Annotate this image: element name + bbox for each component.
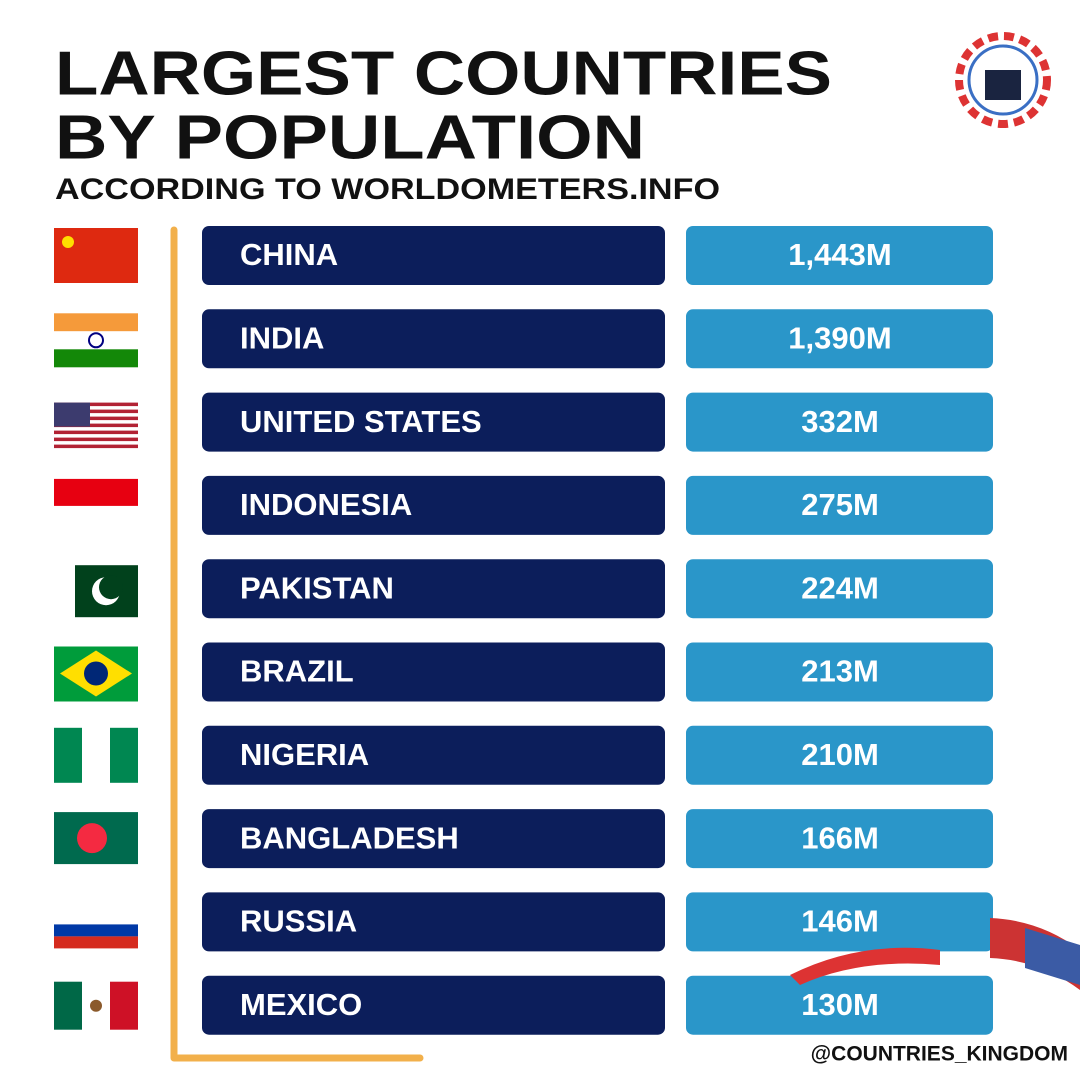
row: PAKISTAN 224M <box>75 559 993 619</box>
population-box <box>686 642 993 702</box>
flag-part <box>82 727 110 783</box>
country-box <box>202 892 665 952</box>
row: UNITED STATES 332M <box>54 392 993 452</box>
flag <box>75 565 138 618</box>
flag <box>54 981 138 1030</box>
row: NIGERIA 210M <box>54 725 993 785</box>
rows: CHINA 1,443M INDIA 1,390M UNITED STATES 332M I… <box>54 226 993 1035</box>
population-box <box>686 725 993 785</box>
row: INDONESIA 275M <box>54 475 993 535</box>
country-name: BANGLADESH <box>240 820 459 855</box>
flag-part <box>90 999 102 1012</box>
flag-part <box>54 402 90 427</box>
flag-part <box>110 727 138 783</box>
flag-part <box>54 444 138 449</box>
flag-part <box>88 332 104 349</box>
population: 166M <box>801 820 879 855</box>
row: BRAZIL 213M <box>54 642 993 702</box>
flag-part <box>62 236 74 248</box>
flag-part <box>54 402 138 407</box>
logo-castle <box>985 70 1021 100</box>
country-box <box>202 642 665 702</box>
ribbon <box>1025 928 1080 985</box>
country-name: MEXICO <box>240 987 362 1022</box>
flag-part <box>54 478 138 506</box>
country-name: UNITED STATES <box>240 404 482 439</box>
country-box <box>202 226 665 285</box>
country-box <box>202 809 665 869</box>
population: 130M <box>801 987 879 1022</box>
population-box <box>686 226 993 285</box>
flag <box>54 228 138 283</box>
country-name: PAKISTAN <box>240 570 394 605</box>
flag-part <box>54 349 138 368</box>
flag <box>54 478 138 506</box>
population: 146M <box>801 904 879 939</box>
population-box <box>686 475 993 535</box>
flag <box>54 646 138 702</box>
flag-part <box>54 423 138 428</box>
country-name: CHINA <box>240 237 338 272</box>
population-box <box>686 809 993 869</box>
population-box <box>686 559 993 619</box>
row: BANGLADESH 166M <box>54 809 993 869</box>
row: CHINA 1,443M <box>54 226 993 285</box>
country-name: RUSSIA <box>240 904 357 939</box>
flag-part <box>54 437 138 442</box>
flag <box>54 812 138 865</box>
flag-part <box>99 575 123 600</box>
country-name: INDIA <box>240 320 324 355</box>
flag-part <box>77 823 107 854</box>
flag <box>54 727 138 783</box>
population: 332M <box>801 404 879 439</box>
decoration-ribbon <box>790 918 1080 990</box>
country-box <box>202 725 665 785</box>
population: 275M <box>801 487 879 522</box>
subtitle: ACCORDING TO WORLDOMETERS.INFO <box>55 173 720 206</box>
country-box <box>202 975 665 1035</box>
population: 213M <box>801 654 879 689</box>
flag <box>54 911 138 949</box>
ribbon <box>790 947 940 985</box>
logo <box>955 32 1051 128</box>
country-box <box>202 392 665 452</box>
flag-part <box>54 936 138 949</box>
population: 210M <box>801 737 879 772</box>
row: RUSSIA 146M <box>54 892 993 952</box>
flag-part <box>54 924 138 937</box>
population: 1,443M <box>788 237 891 272</box>
country-name: BRAZIL <box>240 654 354 689</box>
country-name: NIGERIA <box>240 737 369 772</box>
population-box <box>686 892 993 952</box>
timeline <box>170 226 424 1062</box>
country-name: INDONESIA <box>240 487 412 522</box>
flag-part <box>54 430 138 435</box>
flag-part <box>110 981 138 1030</box>
flag-part <box>54 981 82 1030</box>
flag-part <box>84 661 108 686</box>
population: 224M <box>801 570 879 605</box>
row: MEXICO 130M <box>54 975 993 1035</box>
country-box <box>202 475 665 535</box>
flag-part <box>54 331 138 350</box>
flag-part <box>54 911 138 925</box>
flag-part <box>54 727 82 783</box>
title-line: LARGEST COUNTRIES <box>55 39 832 108</box>
population: 1,390M <box>788 320 891 355</box>
country-box <box>202 559 665 619</box>
population-box <box>686 309 993 369</box>
row: INDIA 1,390M <box>54 309 993 369</box>
country-box <box>202 309 665 369</box>
flag-part <box>54 409 138 414</box>
flag-part <box>54 416 138 421</box>
flag <box>54 313 138 368</box>
title-line: BY POPULATION <box>55 103 645 172</box>
footer-handle: @COUNTRIES_KINGDOM <box>811 1043 1068 1066</box>
population-box <box>686 392 993 452</box>
flag-part <box>54 313 138 332</box>
flag <box>54 402 138 449</box>
population-box <box>686 975 993 1035</box>
